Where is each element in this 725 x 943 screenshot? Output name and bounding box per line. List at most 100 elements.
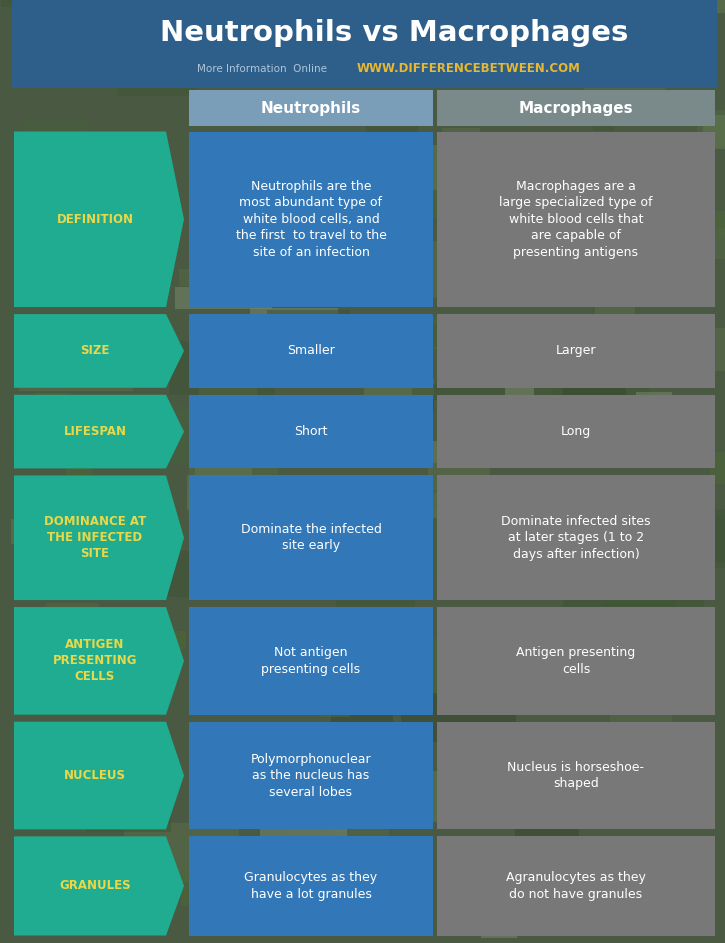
Text: Dominate infected sites
at later stages (1 to 2
days after infection): Dominate infected sites at later stages …: [501, 515, 651, 561]
Text: DEFINITION: DEFINITION: [57, 213, 133, 225]
Bar: [130, 552, 224, 598]
Bar: [117, 25, 218, 66]
Bar: [526, 0, 598, 23]
Bar: [189, 90, 433, 126]
Bar: [602, 594, 705, 653]
Bar: [671, 31, 716, 76]
Bar: [534, 370, 625, 428]
Bar: [692, 328, 725, 372]
Bar: [394, 440, 477, 463]
Bar: [82, 48, 190, 71]
Bar: [682, 516, 725, 568]
Bar: [343, 750, 407, 780]
Bar: [364, 145, 449, 190]
Bar: [493, 216, 536, 245]
Bar: [12, 0, 717, 88]
Bar: [97, 885, 125, 930]
Bar: [391, 240, 473, 298]
Bar: [159, 404, 219, 417]
Bar: [505, 525, 599, 581]
Bar: [320, 698, 350, 717]
Bar: [181, 869, 232, 906]
Bar: [109, 411, 199, 464]
Bar: [189, 448, 278, 475]
Bar: [434, 54, 463, 74]
Bar: [189, 721, 433, 829]
Bar: [260, 677, 310, 703]
Bar: [703, 115, 725, 149]
Text: Not antigen
presenting cells: Not antigen presenting cells: [262, 646, 360, 675]
Bar: [272, 7, 365, 46]
Bar: [189, 475, 433, 600]
Bar: [187, 475, 305, 510]
Bar: [506, 140, 572, 192]
Bar: [28, 317, 82, 360]
Bar: [194, 455, 252, 486]
Bar: [267, 310, 350, 347]
Bar: [38, 11, 144, 39]
Bar: [610, 715, 671, 760]
Bar: [375, 638, 494, 697]
Bar: [279, 906, 323, 928]
Bar: [59, 526, 147, 539]
Text: GRANULES: GRANULES: [59, 880, 130, 892]
Bar: [12, 418, 54, 460]
Bar: [437, 721, 715, 829]
Bar: [169, 340, 276, 395]
Bar: [189, 836, 433, 935]
Text: Agranulocytes as they
do not have granules: Agranulocytes as they do not have granul…: [506, 871, 646, 901]
Bar: [352, 268, 399, 290]
Bar: [437, 836, 715, 935]
Bar: [481, 612, 552, 649]
Bar: [20, 352, 133, 390]
Bar: [413, 384, 505, 400]
Text: More Information  Online: More Information Online: [197, 63, 334, 74]
Bar: [289, 512, 384, 534]
Polygon shape: [14, 721, 184, 829]
Bar: [35, 393, 70, 409]
Bar: [53, 154, 144, 168]
Text: SIZE: SIZE: [80, 344, 109, 357]
Bar: [428, 518, 492, 573]
Bar: [415, 158, 439, 218]
Bar: [379, 317, 469, 350]
Bar: [463, 424, 548, 455]
Text: DOMINANCE AT
THE INFECTED
SITE: DOMINANCE AT THE INFECTED SITE: [44, 515, 146, 560]
Bar: [397, 493, 508, 518]
Bar: [460, 859, 518, 901]
Bar: [323, 822, 389, 849]
Bar: [472, 48, 577, 80]
Bar: [640, 211, 725, 238]
Bar: [86, 785, 171, 832]
Text: Granulocytes as they
have a lot granules: Granulocytes as they have a lot granules: [244, 871, 378, 901]
Bar: [590, 241, 626, 297]
Bar: [581, 0, 657, 21]
Bar: [552, 346, 582, 360]
Bar: [124, 823, 239, 882]
Bar: [415, 770, 517, 821]
Bar: [304, 687, 386, 702]
Bar: [189, 395, 433, 469]
Bar: [286, 824, 339, 842]
Bar: [378, 175, 420, 217]
Bar: [437, 314, 715, 388]
Bar: [188, 491, 212, 516]
Bar: [365, 379, 434, 399]
Bar: [366, 108, 418, 164]
Text: Polymorphonuclear
as the nucleus has
several lobes: Polymorphonuclear as the nucleus has sev…: [251, 753, 371, 799]
Bar: [245, 550, 275, 588]
Bar: [415, 0, 442, 19]
Bar: [428, 441, 490, 490]
Bar: [27, 356, 97, 368]
Text: Macrophages are a
large specialized type of
white blood cells that
are capable o: Macrophages are a large specialized type…: [500, 180, 652, 258]
Bar: [199, 356, 257, 414]
Bar: [563, 361, 626, 417]
Bar: [66, 439, 92, 477]
Bar: [513, 241, 610, 256]
Bar: [389, 479, 468, 509]
Polygon shape: [14, 836, 184, 935]
Bar: [22, 119, 88, 149]
Bar: [325, 0, 362, 6]
Bar: [315, 665, 376, 703]
Text: LIFESPAN: LIFESPAN: [64, 425, 126, 438]
